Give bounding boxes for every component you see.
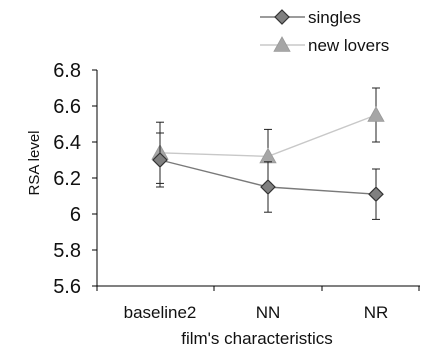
axes (92, 69, 420, 291)
data-point (152, 152, 168, 168)
y-tick-label: 6.2 (53, 168, 81, 190)
data-point (368, 186, 384, 203)
x-tick-label: baseline2 (124, 303, 197, 322)
legend-marker (274, 9, 290, 25)
legend-label: singles (308, 8, 361, 27)
y-tick-label: 6.8 (53, 60, 81, 82)
legend-label: new lovers (308, 36, 389, 55)
y-tick-label: 6 (70, 204, 81, 226)
data-point (260, 179, 276, 195)
y-axis-title: RSA level (26, 130, 43, 195)
series-singles (152, 132, 384, 220)
data-point (367, 106, 385, 122)
tick-labels: 5.6 5.8 6 6.2 6.4 6.6 6.8 baseline2 NN NR (53, 60, 388, 322)
x-tick-label: NR (364, 303, 389, 322)
y-tick-label: 6.4 (53, 132, 81, 154)
x-axis-title: film's characteristics (181, 329, 333, 348)
legend-marker (273, 36, 291, 52)
series-layer (151, 87, 385, 220)
series-new-lovers (151, 87, 385, 184)
x-tick-label: NN (256, 303, 281, 322)
y-tick-label: 5.8 (53, 240, 81, 262)
y-tick-label: 6.6 (53, 96, 81, 118)
y-tick-label: 5.6 (53, 276, 81, 298)
legend: singles new lovers (260, 8, 389, 55)
